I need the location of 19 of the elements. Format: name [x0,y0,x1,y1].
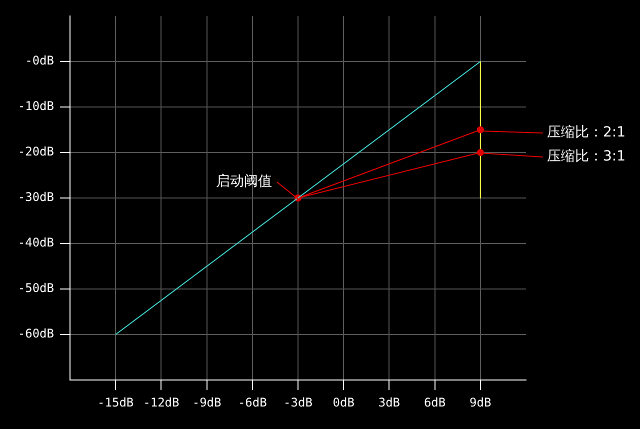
y-tick-label: -0dB [25,54,54,68]
x-tick-label: 9dB [470,395,492,410]
x-tick-label: 0dB [332,395,354,410]
x-tick-label: 6dB [424,395,446,410]
y-tick-label: -40dB [18,236,54,250]
y-tick-label: -10dB [18,99,54,114]
x-tick-label: -6dB [238,395,267,410]
y-tick-label: -50dB [18,281,54,296]
x-tick-label: -3dB [284,395,312,410]
y-tick-label: -20dB [18,144,54,159]
x-tick-label: 3dB [378,395,400,410]
x-tick-label: -15dB [98,395,134,410]
text: 压缩比：2:1 [547,124,626,141]
x-tick-label: -12dB [143,395,180,410]
y-tick-label: -60dB [18,326,54,341]
text: 压缩比：3:1 [547,148,626,165]
y-tick-label: -30dB [18,190,54,204]
x-tick-label: -9dB [192,395,222,410]
annotation: 启动阈值 [216,174,272,190]
